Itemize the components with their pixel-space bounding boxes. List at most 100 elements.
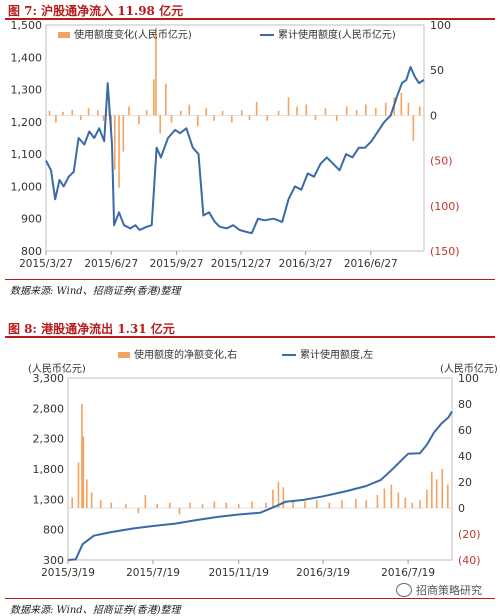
bar [266,115,269,121]
x-tick-label: 2015/9/27 [150,258,204,270]
bar [324,108,327,116]
bar [237,504,240,508]
bar [411,502,414,508]
bar [82,436,85,508]
y-right-tick-label: 40 [458,450,472,463]
y-right-tick-label: 20 [458,476,472,489]
x-tick-label: 2016/7/19 [381,567,435,579]
bar [282,487,285,508]
bar [62,111,64,116]
y-left-tick-label: 300 [43,554,64,567]
bar [240,109,243,116]
bar [125,504,127,508]
bar [87,108,90,116]
legend-label-line: 累计使用额度,左 [300,348,373,361]
bar [113,115,116,170]
y-left-tick-label: 1,000 [11,180,43,193]
figure-7-title: 图 7: 沪股通净流入 11.98 亿元 [8,4,184,18]
y-left-tick-label: 800 [43,524,64,537]
bar [390,484,393,508]
bar [418,106,421,116]
y-right-unit: (人民币亿元) [440,362,498,375]
watermark-text: 招商策略研究 [416,584,482,597]
cumulative-line [67,410,453,561]
bar [251,501,253,508]
chart1-axes: 800 900 1,000 1,100 1,200 1,300 1,400 1,500 100 5… [11,20,460,270]
bar [189,502,191,508]
y-right-tick-label: (150) [430,245,460,258]
bar [155,27,157,116]
y-left-tick-label: 2,800 [33,402,65,415]
bar [296,106,298,116]
bar [213,501,216,508]
y-right-tick-label: 60 [458,424,472,437]
chart2-axes: 300 800 1,300 1,800 2,300 2,800 3,300 100 80 60 40… [28,362,498,579]
figure-7-bottom-rule [5,279,495,280]
bar [305,104,308,116]
bar [376,495,379,508]
bar [341,500,343,508]
bar [441,469,444,508]
y-right-tick-label: (40) [458,554,481,567]
bar [365,500,368,508]
y-right-tick-label: 80 [458,398,472,411]
bar [71,109,74,116]
y-left-unit: (人民币亿元) [28,362,86,375]
bar [205,108,208,116]
bar [335,115,338,121]
y-left-tick-label: 1,300 [11,84,43,97]
bar [314,115,317,120]
bar [384,102,387,116]
bar [77,462,80,508]
chart2-bars [71,404,449,515]
chart1-line [45,66,425,235]
bar [315,500,318,508]
y-left-tick-label: 900 [21,213,42,226]
chart1-legend: 使用额度变化(人民币亿元) 累计使用额度(人民币亿元) [58,28,396,41]
bar [81,404,83,508]
bar [365,104,367,116]
bar [110,502,113,508]
wechat-icon [396,583,412,597]
y-left-tick-label: 1,300 [33,493,65,506]
bar [86,479,88,508]
legend-label-bars: 使用额度变化(人民币亿元) [74,28,192,41]
bar [430,471,433,508]
bar [225,502,227,508]
bar [426,489,428,508]
bar [248,115,251,120]
y-left-tick-label: 1,200 [11,116,43,129]
x-tick-label: 2015/6/27 [84,258,138,270]
bar [118,115,120,188]
y-left-tick-label: 1,100 [11,148,43,161]
bar [128,106,130,116]
bar [292,500,294,508]
bar [188,104,191,116]
bar [407,102,410,116]
bar [138,115,140,125]
legend-swatch-bars [118,352,130,358]
bar [201,504,204,508]
figure-8-rule [5,336,495,338]
bar [48,110,51,116]
bar [255,101,258,116]
bar [435,479,438,508]
x-tick-label: 2015/11/19 [208,567,269,579]
bar [168,502,171,508]
y-left-tick-label: 3,300 [33,372,65,385]
bar [122,115,125,152]
bar [170,115,173,123]
bar [355,498,357,508]
bar [99,500,102,508]
y-left-tick-label: 1,400 [11,51,43,64]
plot-frame [67,377,453,561]
bar [400,92,403,116]
cumulative-line [45,66,425,235]
bar [355,109,358,116]
watermark: 招商策略研究 [396,582,482,598]
bar [145,109,148,116]
figure-7-source: 数据来源: Wind、招商证券(香港)整理 [10,286,181,297]
bar [152,79,155,116]
bar [213,115,215,121]
bar [196,115,199,127]
